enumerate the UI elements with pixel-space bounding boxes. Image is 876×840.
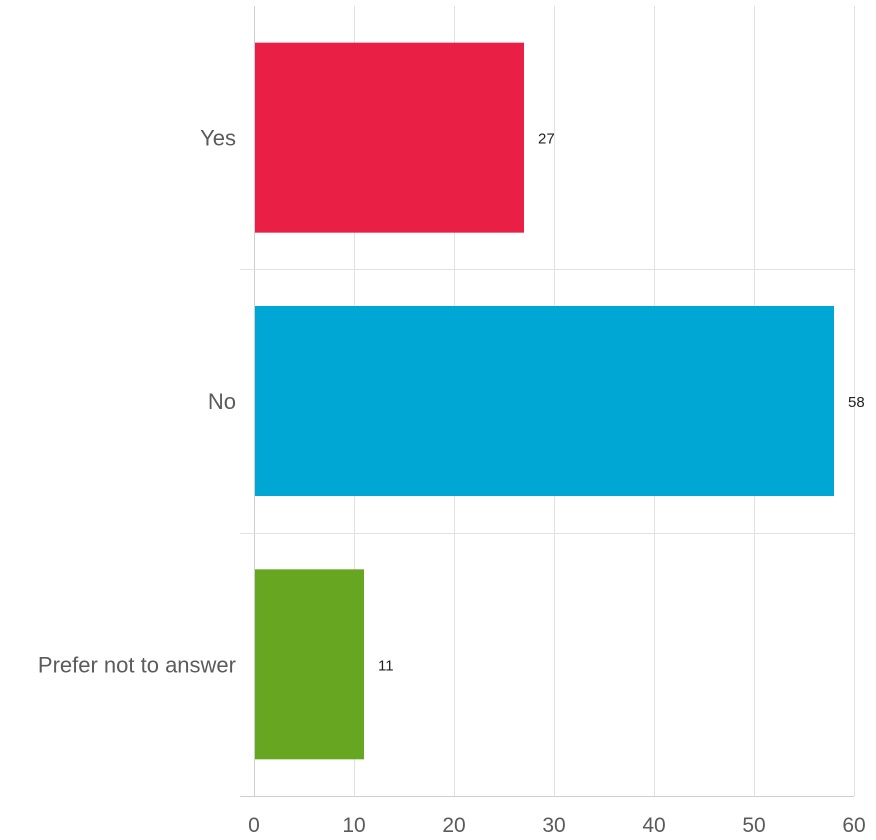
bar-no[interactable] bbox=[255, 306, 834, 496]
data-label-2: 11 bbox=[378, 657, 394, 674]
x-tick-label-0: 0 bbox=[248, 814, 260, 837]
x-tick-label-50: 50 bbox=[742, 814, 765, 837]
x-tick-label-30: 30 bbox=[542, 814, 565, 837]
category-label-1: No bbox=[208, 389, 236, 414]
category-label-2: Prefer not to answer bbox=[38, 652, 236, 677]
bar-prefer-not-to-answer[interactable] bbox=[255, 569, 364, 760]
category-label-0: Yes bbox=[200, 126, 236, 151]
x-tick-label-10: 10 bbox=[342, 814, 365, 837]
x-tick-label-20: 20 bbox=[442, 814, 465, 837]
x-tick-label-60: 60 bbox=[842, 814, 865, 837]
data-label-1: 58 bbox=[848, 394, 865, 411]
x-tick-label-40: 40 bbox=[642, 814, 665, 837]
bars bbox=[255, 42, 834, 760]
data-label-0: 27 bbox=[538, 131, 555, 148]
labels: Yes 27 No 58 Prefer not to answer 11 0 10 20 30 40… bbox=[38, 126, 866, 837]
bar-yes[interactable] bbox=[255, 42, 524, 233]
